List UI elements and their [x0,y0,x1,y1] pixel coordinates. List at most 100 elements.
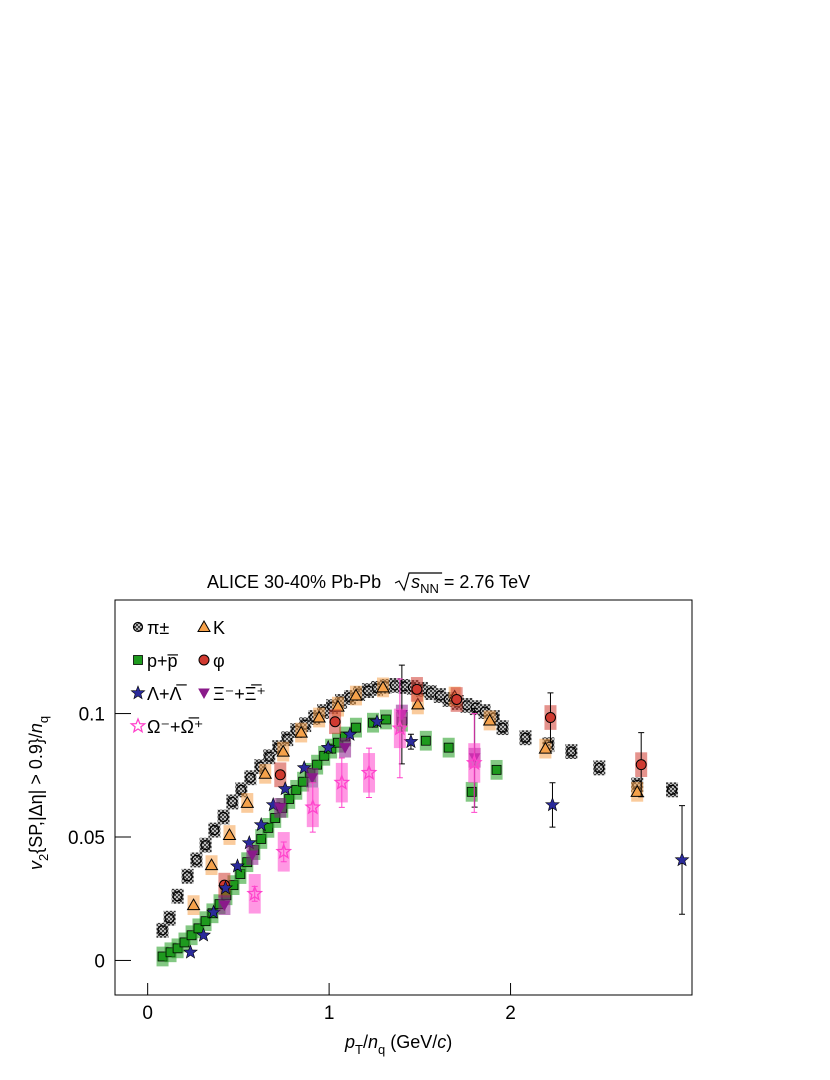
legend-label: π± [147,618,169,638]
data-point [666,784,678,795]
data-point [443,742,454,753]
data-point [329,716,341,728]
axis-label-part: / [363,1032,368,1052]
data-point [196,927,211,942]
data-point [566,746,577,757]
y-axis-label: v2{SP,|Δη| > 0.9}/nq [26,716,51,870]
legend-marker [198,654,210,666]
data-point [217,880,234,895]
error-bar [309,782,316,833]
title-value: = 2.76 TeV [444,572,530,592]
data-point [491,764,502,775]
axis-label-part: q [36,716,51,723]
data-point [635,759,647,771]
data-point [222,828,237,841]
legend-label: Λ+Λ̅ [147,684,188,704]
data-point [274,769,286,781]
data-point [240,795,255,808]
data-point [218,900,231,912]
y-tick-label: 0.05 [68,828,105,849]
data-point [538,741,553,754]
error-bar [338,757,345,808]
data-point [296,760,312,775]
data-point [674,852,690,867]
data-point [182,944,198,959]
data-point [376,680,390,693]
chart-title: ALICE 30-40% Pb-Pb sNN = 2.76 TeV [207,572,530,596]
legend-label: Ω⁻+Ω̅⁺ [147,717,203,737]
data-point [544,797,560,812]
title-subscript: NN [420,581,439,596]
data-point [256,834,267,844]
y-tick-label: 0.1 [79,705,105,726]
axis-label-part: ) [446,1032,452,1052]
data-point [451,693,463,705]
data-point [276,744,291,757]
error-bar [396,678,403,779]
data-point [264,751,275,762]
legend-label: φ [213,651,225,671]
data-point [246,884,264,901]
legend-marker [197,619,211,632]
legend-label: p+p̅ [147,651,179,671]
data-point [465,754,483,771]
data-point [411,683,423,695]
x-tick-label: 1 [324,1003,335,1024]
data-point [339,743,351,754]
data-point [351,722,361,733]
data-point [172,891,183,902]
data-point [520,732,531,743]
data-point [420,735,431,746]
data-point [274,803,287,814]
data-point [403,733,419,749]
data-point [204,858,219,871]
data-point [294,725,309,738]
data-point [497,722,508,733]
x-tick-label: 2 [505,1003,516,1024]
data-point [275,842,293,859]
radical-sign [394,572,443,592]
data-point [544,712,556,724]
axis-label-part: T [355,1042,363,1057]
legend-label: Ξ⁻+Ξ̅⁺ [213,684,266,704]
axis-label-part: q [378,1042,385,1057]
axis-label-part: v [26,860,46,870]
error-bar [471,713,478,813]
axis-label-part: 2 [36,854,51,861]
data-point [594,762,605,773]
data-point [320,739,336,754]
data-point [164,913,175,924]
data-point [236,784,247,795]
axis-label-part: n [26,723,46,733]
data-point [191,854,202,866]
data-point [482,713,497,726]
data-point [245,772,256,783]
error-bar [366,747,373,798]
axis-label-part: p [344,1032,355,1052]
legend-marker [130,685,146,700]
data-point [246,850,259,862]
axis-label-part: {SP,|Δη| > 0.9}/ [26,733,46,854]
data-point [391,719,409,736]
title-text: ALICE 30-40% Pb-Pb [207,572,381,592]
axis-label-part: n [368,1032,378,1052]
data-point [312,710,326,723]
data-point [306,773,319,784]
data-point [157,925,168,936]
data-point [304,798,322,815]
data-point [342,726,358,741]
title-symbol: s [411,572,420,592]
y-tick-label: 0 [94,951,105,972]
x-axis-label: pT/nq (GeV/c) [344,1032,452,1057]
data-point [410,697,425,710]
legend-marker [132,621,144,633]
data-point [209,824,220,836]
axis-label-part: c [437,1032,446,1052]
axis-label-part: (GeV/ [385,1032,437,1052]
data-point [258,766,273,779]
data-point [182,871,193,882]
data-point [369,713,385,729]
data-point [227,796,238,808]
legend-label: K [213,618,225,638]
